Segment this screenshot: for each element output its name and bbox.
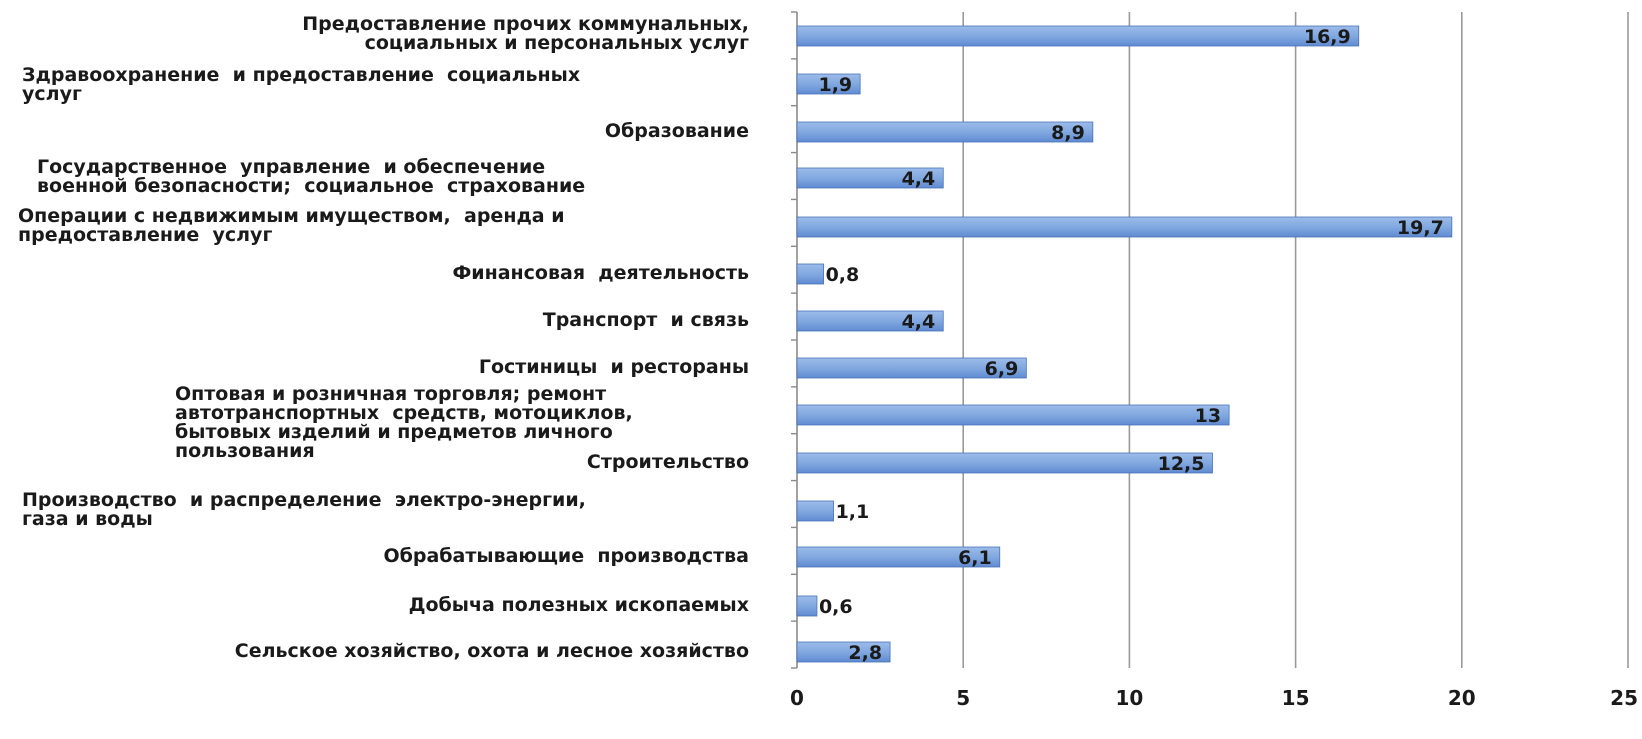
x-tick-label: 25 bbox=[1610, 686, 1638, 710]
y-axis bbox=[791, 11, 798, 669]
data-label: 0,6 bbox=[819, 596, 853, 618]
category-label: Государственное управление и обеспечение… bbox=[37, 156, 586, 197]
bar bbox=[796, 167, 944, 189]
data-label: 2,8 bbox=[848, 642, 882, 664]
x-tick-label: 10 bbox=[1115, 686, 1143, 710]
category-label: Образование bbox=[604, 120, 749, 142]
category-label: Финансовая деятельность bbox=[452, 262, 749, 284]
category-label: Сельское хозяйство, охота и лесное хозяй… bbox=[234, 640, 749, 662]
x-tick-label: 15 bbox=[1282, 686, 1310, 710]
x-tick-label: 0 bbox=[790, 686, 804, 710]
data-label: 13 bbox=[1195, 405, 1221, 427]
bar bbox=[796, 452, 1213, 474]
bar bbox=[796, 404, 1230, 426]
data-label: 12,5 bbox=[1158, 453, 1205, 475]
bar bbox=[796, 121, 1094, 143]
category-label: Производство и распределение электро-эне… bbox=[22, 489, 586, 530]
bar bbox=[796, 500, 834, 522]
bar bbox=[796, 546, 1001, 568]
category-label: Обрабатывающие производства bbox=[383, 545, 749, 567]
bar bbox=[796, 641, 891, 663]
category-label: Здравоохранение и предоставление социаль… bbox=[22, 64, 581, 105]
bar bbox=[796, 310, 944, 332]
gridlines bbox=[962, 12, 1629, 668]
data-label: 4,4 bbox=[902, 168, 936, 190]
value-labels: 16,9 1,9 8,9 4,4 19,7 0,8 4,4 6,9 13 12,5 1,1 6,1 0,… bbox=[818, 26, 1443, 664]
data-label: 4,4 bbox=[902, 311, 936, 333]
bar bbox=[796, 216, 1453, 238]
x-tick-label: 20 bbox=[1448, 686, 1476, 710]
x-tick-labels: 0 5 10 15 20 25 bbox=[790, 686, 1638, 710]
category-label: Предоставление прочих коммунальных, соци… bbox=[302, 13, 749, 54]
category-label: Операции с недвижимым имуществом, аренда… bbox=[18, 205, 565, 246]
data-label: 0,8 bbox=[826, 264, 860, 286]
data-label: 16,9 bbox=[1304, 26, 1351, 48]
category-label: Оптовая и розничная торговля; ремонт авт… bbox=[175, 383, 633, 462]
data-label: 6,9 bbox=[985, 358, 1019, 380]
data-label: 1,1 bbox=[836, 501, 870, 523]
bar bbox=[796, 595, 818, 617]
bar bbox=[796, 357, 1027, 379]
bar bbox=[796, 25, 1360, 47]
category-label: Строительство bbox=[586, 451, 749, 473]
bar bbox=[796, 73, 861, 95]
category-label: Добыча полезных ископаемых bbox=[408, 594, 749, 616]
bars bbox=[796, 25, 1453, 663]
data-label: 8,9 bbox=[1051, 122, 1085, 144]
data-label: 6,1 bbox=[958, 547, 992, 569]
category-label: Транспорт и связь bbox=[542, 309, 749, 331]
data-label: 1,9 bbox=[818, 74, 852, 96]
category-label: Гостиницы и рестораны bbox=[478, 356, 749, 378]
bar bbox=[796, 263, 824, 285]
x-tick-label: 5 bbox=[956, 686, 970, 710]
data-label: 19,7 bbox=[1397, 217, 1444, 239]
